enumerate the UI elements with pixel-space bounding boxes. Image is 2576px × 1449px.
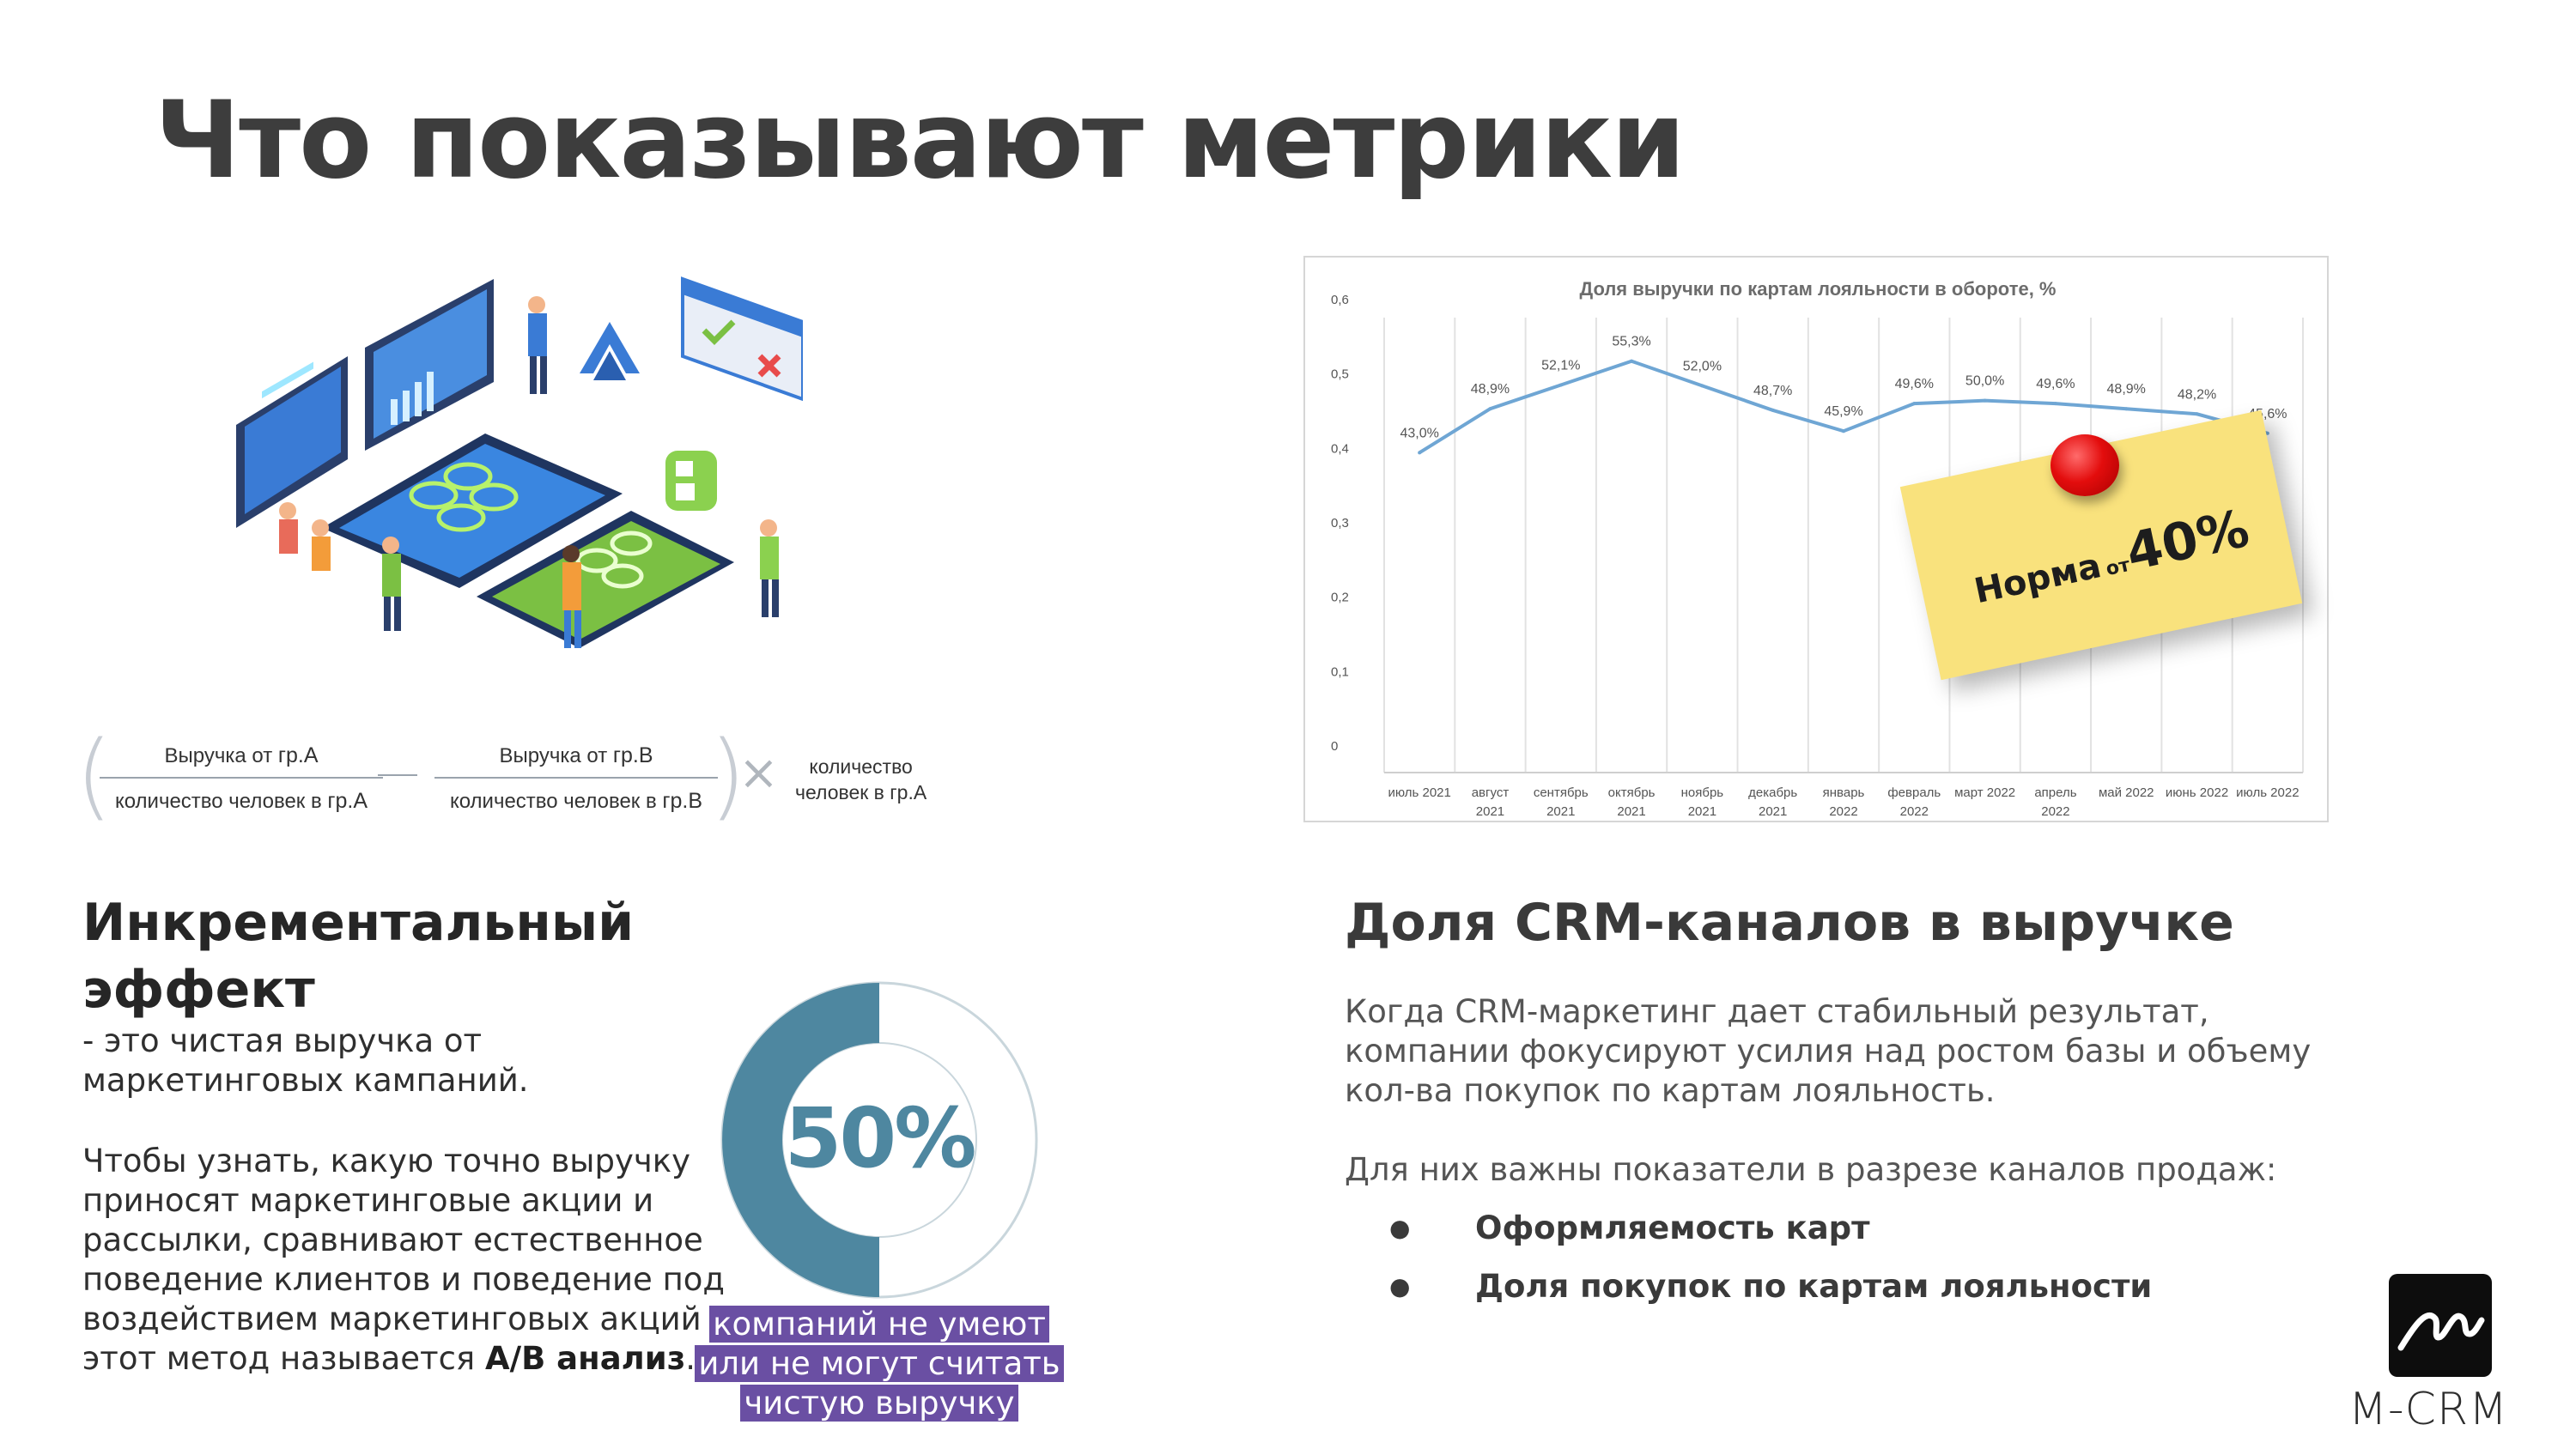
data-label: 48,9% (1471, 382, 1510, 397)
crm-share-paragraph-2: Для них важны показатели в разрезе канал… (1345, 1151, 2277, 1188)
list-item: Доля покупок по картам лояльности (1389, 1267, 2152, 1325)
data-label: 48,9% (2107, 382, 2146, 397)
left-parenthesis: ( (76, 720, 112, 830)
y-tick-label: 0,5 (1331, 367, 1349, 382)
y-tick-label: 0,6 (1331, 293, 1349, 307)
chart-title: Доля выручки по картам лояльности в обор… (1579, 278, 2057, 300)
monitor-left-icon (236, 356, 348, 528)
x-tick-label: 2021 (1476, 804, 1504, 819)
incremental-effect-heading: Инкрементальный эффект (82, 893, 635, 1020)
data-point (2053, 402, 2057, 406)
x-tick-label: апрель (2034, 785, 2076, 800)
x-tick-label: 2021 (1688, 804, 1716, 819)
minus-sign (378, 774, 417, 776)
right-parenthesis: ) (709, 720, 746, 830)
m-crm-logo-icon (2389, 1274, 2492, 1377)
data-point (2265, 431, 2269, 435)
x-tick-label: январь (1823, 785, 1865, 800)
x-tick-label: 2021 (1546, 804, 1575, 819)
data-label: 48,7% (1753, 384, 1792, 398)
data-label: 52,1% (1541, 358, 1580, 373)
x-tick-label: 2022 (2041, 804, 2069, 819)
data-label: 48,2% (2178, 387, 2216, 402)
data-label: 52,0% (1683, 359, 1722, 373)
data-point (1630, 359, 1634, 363)
data-point (1983, 398, 1987, 403)
data-label: 45,9% (1824, 404, 1862, 419)
data-label: 43,0% (1400, 426, 1438, 440)
people-icon (279, 296, 779, 648)
x-tick-label: октябрь (1608, 785, 1656, 800)
ab-formula: ( Выручка от гр.А количество человек в г… (76, 728, 986, 822)
x-tick-label: ноябрь (1681, 785, 1724, 800)
data-point (2195, 412, 2199, 416)
x-tick-label: июнь 2022 (2166, 785, 2228, 800)
incremental-effect-definition: - это чистая выручка от маркетинговых ка… (82, 1022, 529, 1099)
brand-name: M-CRM (2348, 1384, 2508, 1435)
data-label: 49,6% (1895, 377, 1934, 391)
data-point (1842, 429, 1845, 433)
donut-percent-label: 50% (784, 1090, 977, 1186)
data-point (1700, 384, 1704, 388)
multiplier-label: количество человек в гр.А (795, 755, 927, 803)
x-tick-label: февраль (1887, 785, 1941, 800)
donut-caption: компаний не умеют или не могут считать ч… (687, 1305, 1072, 1423)
y-tick-label: 0,4 (1331, 441, 1349, 456)
x-tick-label: сентябрь (1534, 785, 1589, 800)
m-crm-logo-glyph (2397, 1313, 2485, 1351)
page-title: Что показывают метрики (155, 79, 1686, 203)
data-point (1418, 451, 1422, 455)
x-tick-label: декабрь (1748, 785, 1797, 800)
data-point (1771, 408, 1775, 412)
x-tick-label: 2022 (1829, 804, 1857, 819)
data-point (1488, 407, 1492, 411)
ab-testing-illustration (236, 276, 803, 648)
y-tick-label: 0,3 (1331, 516, 1349, 530)
data-point (1912, 402, 1917, 406)
list-item: Оформляемость карт (1389, 1209, 2152, 1267)
fraction-b-denominator: количество человек в гр.В (449, 789, 703, 813)
x-tick-label: 2021 (1759, 804, 1787, 819)
y-tick-label: 0 (1331, 739, 1338, 754)
data-point (2124, 407, 2129, 411)
norm-label: Норма от40% (1971, 498, 2255, 612)
fraction-a-numerator: Выручка от гр.А (100, 743, 383, 779)
data-label: 49,6% (2036, 377, 2075, 391)
letter-a-icon (580, 322, 640, 380)
phone-green-icon (477, 511, 734, 648)
x-tick-label: 2021 (1617, 804, 1645, 819)
crm-metrics-list: Оформляемость карт Доля покупок по карта… (1389, 1209, 2152, 1325)
data-label: 55,3% (1612, 335, 1650, 349)
fraction-group-a: Выручка от гр.А количество человек в гр.… (100, 743, 383, 814)
x-tick-label: июль 2021 (1388, 785, 1450, 800)
fraction-b-numerator: Выручка от гр.В (434, 743, 718, 779)
x-tick-label: август (1472, 785, 1510, 800)
x-tick-label: май 2022 (2099, 785, 2154, 800)
fraction-a-denominator: количество человек в гр.А (114, 789, 368, 813)
donut-chart (720, 981, 1038, 1299)
crm-share-heading: Доля CRM-каналов в выручке (1345, 893, 2234, 953)
y-tick-label: 0,2 (1331, 591, 1349, 605)
push-pin-icon (2050, 434, 2119, 496)
line-chart-plot: 0 0,1 0,2 0,3 0,4 0,5 0,6 43,0% 48,9% 52,1% 55,3% 5… (1331, 293, 2304, 819)
letter-b-icon (665, 451, 717, 511)
monitor-center-icon (365, 279, 494, 451)
donut-fill-segment (722, 983, 879, 1297)
x-tick-label: 2022 (1900, 804, 1929, 819)
ab-compare-window-icon (681, 276, 803, 402)
x-tick-label: март 2022 (1954, 785, 2015, 800)
multiply-icon: × (738, 745, 779, 801)
fraction-group-b: Выручка от гр.В количество человек в гр.… (434, 743, 718, 814)
incremental-effect-description: Чтобы узнать, какую точно выручку принос… (82, 1143, 725, 1377)
data-label: 50,0% (1965, 374, 2004, 389)
data-point (1558, 383, 1563, 387)
crm-share-paragraph-1: Когда CRM-маркетинг дает стабильный резу… (1345, 993, 2312, 1109)
y-tick-label: 0,1 (1331, 664, 1349, 679)
x-tick-label: июль 2022 (2236, 785, 2299, 800)
